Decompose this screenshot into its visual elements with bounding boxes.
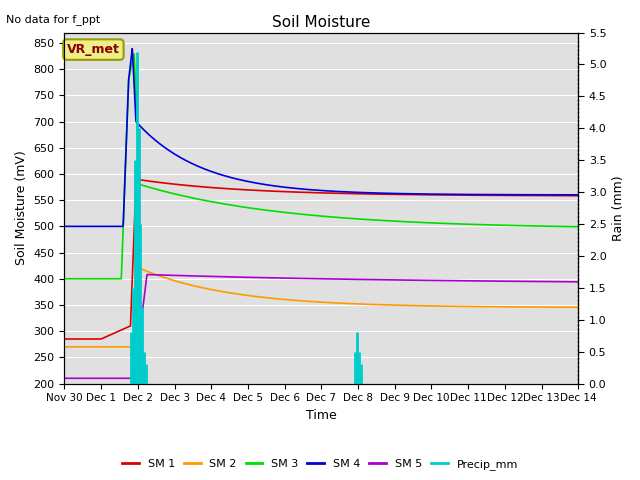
- SM 3: [465, 221, 473, 227]
- SM 1: [575, 193, 582, 199]
- SM 3: [310, 213, 318, 218]
- SM 5: [310, 276, 318, 282]
- SM 4: [559, 192, 567, 198]
- SM 2: [465, 304, 473, 310]
- SM 3: [297, 211, 305, 217]
- SM 5: [87, 375, 95, 381]
- Title: Soil Moisture: Soil Moisture: [272, 15, 371, 30]
- Y-axis label: Soil Moisture (mV): Soil Moisture (mV): [15, 151, 28, 265]
- Line: SM 3: SM 3: [65, 54, 579, 279]
- SM 1: [310, 190, 318, 195]
- SM 1: [61, 336, 68, 342]
- SM 4: [297, 186, 305, 192]
- SM 5: [61, 375, 68, 381]
- Y-axis label: Rain (mm): Rain (mm): [612, 175, 625, 241]
- SM 5: [143, 272, 151, 277]
- SM 5: [297, 276, 305, 281]
- SM 2: [136, 265, 143, 271]
- Text: VR_met: VR_met: [67, 43, 120, 56]
- SM 2: [61, 344, 68, 350]
- SM 2: [559, 304, 567, 310]
- SM 3: [575, 224, 582, 229]
- SM 4: [465, 192, 473, 197]
- SM 4: [310, 187, 318, 193]
- X-axis label: Time: Time: [306, 409, 337, 422]
- SM 1: [559, 193, 567, 199]
- SM 4: [87, 224, 95, 229]
- Text: No data for f_ppt: No data for f_ppt: [6, 14, 100, 25]
- SM 1: [87, 336, 95, 342]
- SM 3: [130, 51, 138, 57]
- SM 3: [560, 224, 568, 229]
- SM 1: [132, 176, 140, 182]
- SM 2: [87, 344, 95, 350]
- SM 5: [560, 279, 568, 285]
- SM 4: [560, 192, 568, 198]
- SM 5: [465, 278, 473, 284]
- SM 4: [61, 224, 68, 229]
- SM 3: [87, 276, 95, 282]
- SM 5: [575, 279, 582, 285]
- SM 3: [559, 224, 567, 229]
- SM 1: [465, 192, 473, 198]
- Line: SM 2: SM 2: [65, 268, 579, 347]
- SM 3: [61, 276, 68, 282]
- Line: SM 5: SM 5: [65, 275, 579, 378]
- SM 2: [297, 298, 305, 304]
- SM 1: [560, 193, 568, 199]
- SM 4: [575, 192, 582, 198]
- SM 2: [310, 299, 318, 305]
- SM 2: [560, 304, 568, 310]
- Line: SM 4: SM 4: [65, 48, 579, 227]
- SM 1: [297, 190, 305, 195]
- SM 5: [559, 279, 567, 285]
- SM 4: [129, 46, 136, 51]
- Legend: SM 1, SM 2, SM 3, SM 4, SM 5, Precip_mm: SM 1, SM 2, SM 3, SM 4, SM 5, Precip_mm: [118, 455, 522, 474]
- SM 2: [575, 304, 582, 310]
- Line: SM 1: SM 1: [65, 179, 579, 339]
